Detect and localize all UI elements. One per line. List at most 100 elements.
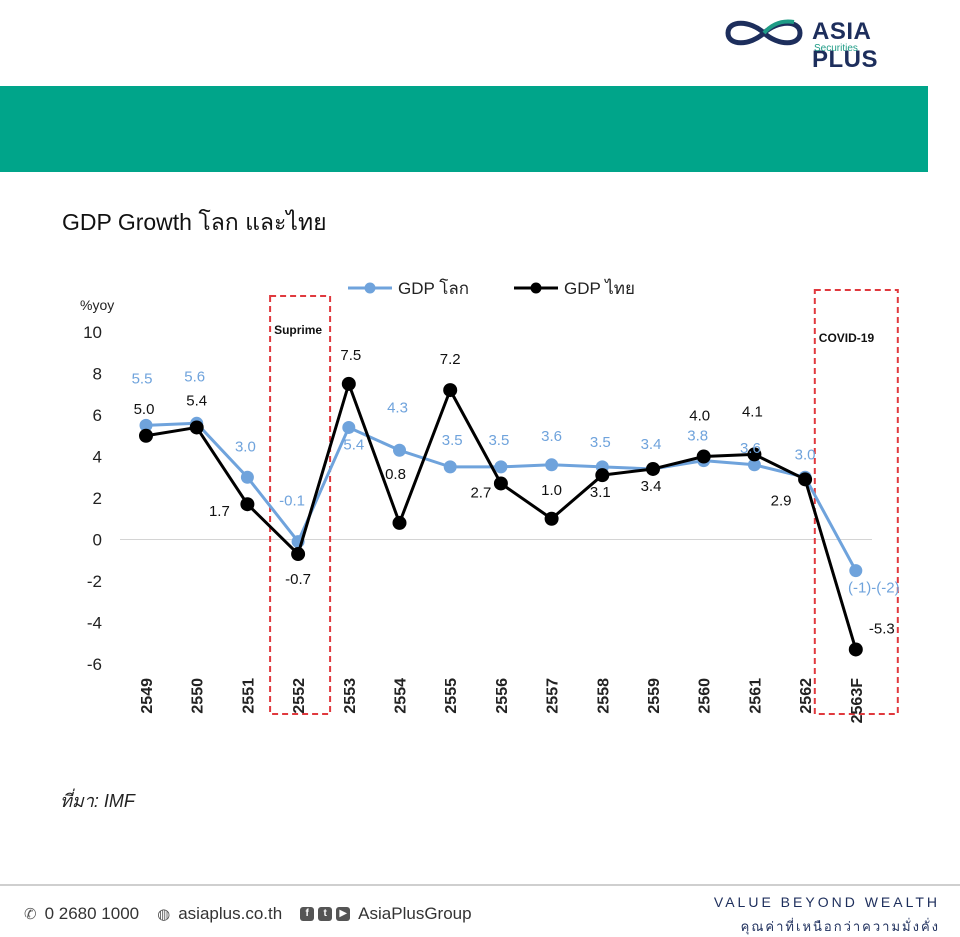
legend-marker (530, 282, 542, 294)
social-handle[interactable]: AsiaPlusGroup (358, 904, 472, 923)
legend-marker (364, 282, 376, 294)
annotation-label: COVID-19 (819, 331, 875, 345)
data-label: 1.7 (209, 503, 230, 520)
data-label: 5.5 (132, 370, 153, 387)
asia-plus-logo: ASIA PLUS Securities (720, 12, 940, 73)
data-label: 3.8 (687, 428, 708, 445)
data-point (545, 458, 559, 472)
x-tick-label: 2556 (494, 678, 511, 714)
annotation-box (269, 295, 332, 715)
data-label: 3.1 (590, 484, 611, 501)
data-label: 4.1 (742, 403, 763, 420)
data-label: 3.5 (488, 432, 509, 449)
y-tick-label: -2 (87, 572, 102, 591)
data-label: 4.0 (689, 408, 710, 425)
tagline-th: คุณค่าที่เหนือกว่าความมั่งคั่ง (740, 919, 940, 934)
data-point (798, 472, 813, 487)
annotation-box (813, 289, 899, 715)
x-tick-label: 2554 (393, 678, 410, 714)
source-note: ที่มา: IMF (60, 791, 135, 811)
y-tick-label: 0 (93, 531, 102, 550)
data-label: 2.7 (470, 484, 491, 501)
data-point (747, 458, 761, 472)
data-label: 3.4 (641, 436, 662, 453)
y-axis-label: %yoy (80, 297, 114, 313)
header-band (0, 86, 928, 172)
data-point (443, 460, 457, 474)
data-point (341, 376, 356, 391)
data-point (393, 443, 406, 457)
data-point (848, 642, 863, 657)
data-label: 3.6 (541, 428, 562, 445)
data-label: -0.7 (285, 571, 311, 588)
tagline-en: VALUE BEYOND WEALTH (713, 894, 940, 910)
globe-icon: ◍ (157, 906, 171, 923)
x-tick-label: 2549 (139, 678, 156, 714)
data-label: 3.4 (641, 478, 662, 495)
data-point (595, 468, 610, 483)
data-label: 1.0 (541, 482, 562, 499)
data-point (849, 564, 863, 578)
data-point (696, 449, 711, 464)
y-tick-label: 4 (93, 448, 102, 467)
data-point (240, 497, 255, 512)
data-label: 5.4 (186, 392, 207, 409)
data-label: 3.5 (590, 434, 611, 451)
data-label: -0.1 (279, 493, 305, 510)
x-tick-label: 2562 (798, 678, 815, 714)
y-tick-label: 2 (93, 489, 102, 508)
twitter-icon[interactable]: t (318, 907, 333, 921)
facebook-icon[interactable]: f (300, 907, 315, 921)
data-label: -5.3 (869, 620, 895, 637)
infinity-logo-icon (725, 19, 803, 46)
data-point (747, 447, 762, 462)
x-tick-label: 2558 (595, 678, 612, 714)
data-point (494, 460, 508, 474)
website-link[interactable]: asiaplus.co.th (178, 904, 283, 923)
y-tick-label: 8 (93, 365, 102, 384)
data-label: 7.2 (440, 351, 461, 368)
data-label: 5.0 (134, 401, 155, 418)
x-tick-label: 2555 (443, 678, 460, 714)
x-tick-label: 2563F (849, 678, 866, 724)
y-tick-label: 6 (93, 406, 102, 425)
data-point (139, 428, 153, 443)
x-tick-label: 2552 (291, 678, 308, 714)
tagline: VALUE BEYOND WEALTH คุณค่าที่เหนือกว่าคว… (714, 894, 940, 937)
x-tick-label: 2560 (697, 678, 714, 714)
x-tick-label: 2551 (240, 678, 257, 714)
data-point (240, 470, 254, 484)
data-label: (-1)-(-2) (848, 580, 900, 597)
data-label: 2.9 (771, 492, 792, 509)
annotation-label: Suprime (274, 323, 322, 337)
series-line (145, 382, 858, 650)
data-label: 5.4 (343, 436, 364, 453)
x-tick-label: 2557 (545, 678, 562, 714)
phone-number[interactable]: 0 2680 1000 (44, 904, 140, 923)
data-point (139, 418, 153, 432)
data-point (342, 420, 356, 434)
data-point (291, 547, 306, 562)
data-point (392, 515, 407, 530)
data-label: 3.6 (740, 440, 761, 457)
data-label: 0.8 (385, 466, 406, 483)
brand-sub: Securities (814, 43, 858, 54)
data-label: 7.5 (340, 347, 361, 364)
data-point (646, 461, 660, 476)
y-tick-label: -4 (87, 614, 102, 633)
data-label: 3.5 (442, 432, 463, 449)
data-label: 3.0 (795, 446, 816, 463)
x-tick-label: 2550 (190, 678, 207, 714)
gdp-line-chart: %yoy -6 -4 -2 0 2 4 6 8 10 Suprime COVID-19 2549 2550… (80, 278, 900, 724)
brand-name: ASIA PLUS (812, 18, 879, 73)
data-label: 3.0 (235, 438, 256, 455)
youtube-icon[interactable]: ▶ (336, 907, 351, 921)
y-tick-label: 10 (83, 323, 102, 342)
data-point (443, 383, 458, 398)
x-tick-label: 2561 (747, 678, 764, 714)
phone-icon: ✆ (24, 906, 37, 923)
data-label: 5.6 (184, 368, 205, 385)
chart-title: GDP Growth โลก และไทย (62, 209, 327, 235)
x-tick-label: 2553 (342, 678, 359, 714)
data-point (493, 476, 508, 491)
